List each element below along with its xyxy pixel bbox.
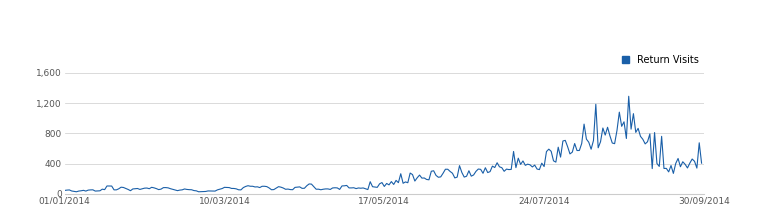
Text: Visitors Trend: Visitors Trend [6, 9, 88, 19]
Legend: Return Visits: Return Visits [622, 55, 699, 65]
Text: Date Range: 01/01/2014 to 30/09/2014: Date Range: 01/01/2014 to 30/09/2014 [6, 34, 183, 43]
Text: by Day: by Day [88, 9, 125, 19]
